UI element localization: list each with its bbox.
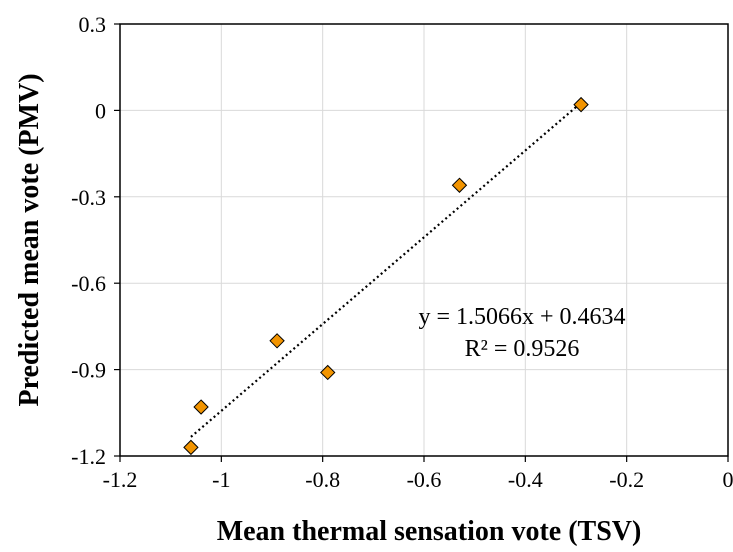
y-axis-title: Predicted mean vote (PMV) <box>14 73 45 406</box>
data-point <box>573 96 589 113</box>
x-axis-title: Mean thermal sensation vote (TSV) <box>217 516 642 547</box>
x-tick-label: -1 <box>212 467 230 492</box>
y-tick-label: -1.2 <box>71 444 106 469</box>
data-point <box>193 399 209 415</box>
x-tick-label: -0.6 <box>407 467 442 492</box>
data-point <box>183 439 199 456</box>
y-tick-label: -0.9 <box>71 358 106 383</box>
x-tick-label: -0.8 <box>305 467 340 492</box>
y-tick-label: -0.3 <box>71 185 106 210</box>
data-point <box>451 177 468 193</box>
x-tick-label: 0 <box>723 467 733 492</box>
y-tick-label: -0.6 <box>71 271 106 296</box>
data-point <box>269 333 285 349</box>
x-tick-label: -1.2 <box>103 467 138 492</box>
data-points <box>183 96 589 456</box>
axis-ticks: -1.2 -1 -0.8 -0.6 -0.4 -0.2 0 -1.2 -0.9 -0.6 -0.3 0… <box>71 12 733 492</box>
x-tick-label: -0.4 <box>508 467 543 492</box>
linear-trendline <box>190 101 582 438</box>
y-tick-label: 0.3 <box>79 12 107 37</box>
trendline-equation: y = 1.5066x + 0.4634 <box>418 304 625 330</box>
r-squared-label: R² = 0.9526 <box>465 336 580 362</box>
data-point <box>320 364 336 381</box>
trendline-layer <box>190 101 582 438</box>
x-tick-label: -0.2 <box>609 467 644 492</box>
y-tick-label: 0 <box>95 98 106 123</box>
